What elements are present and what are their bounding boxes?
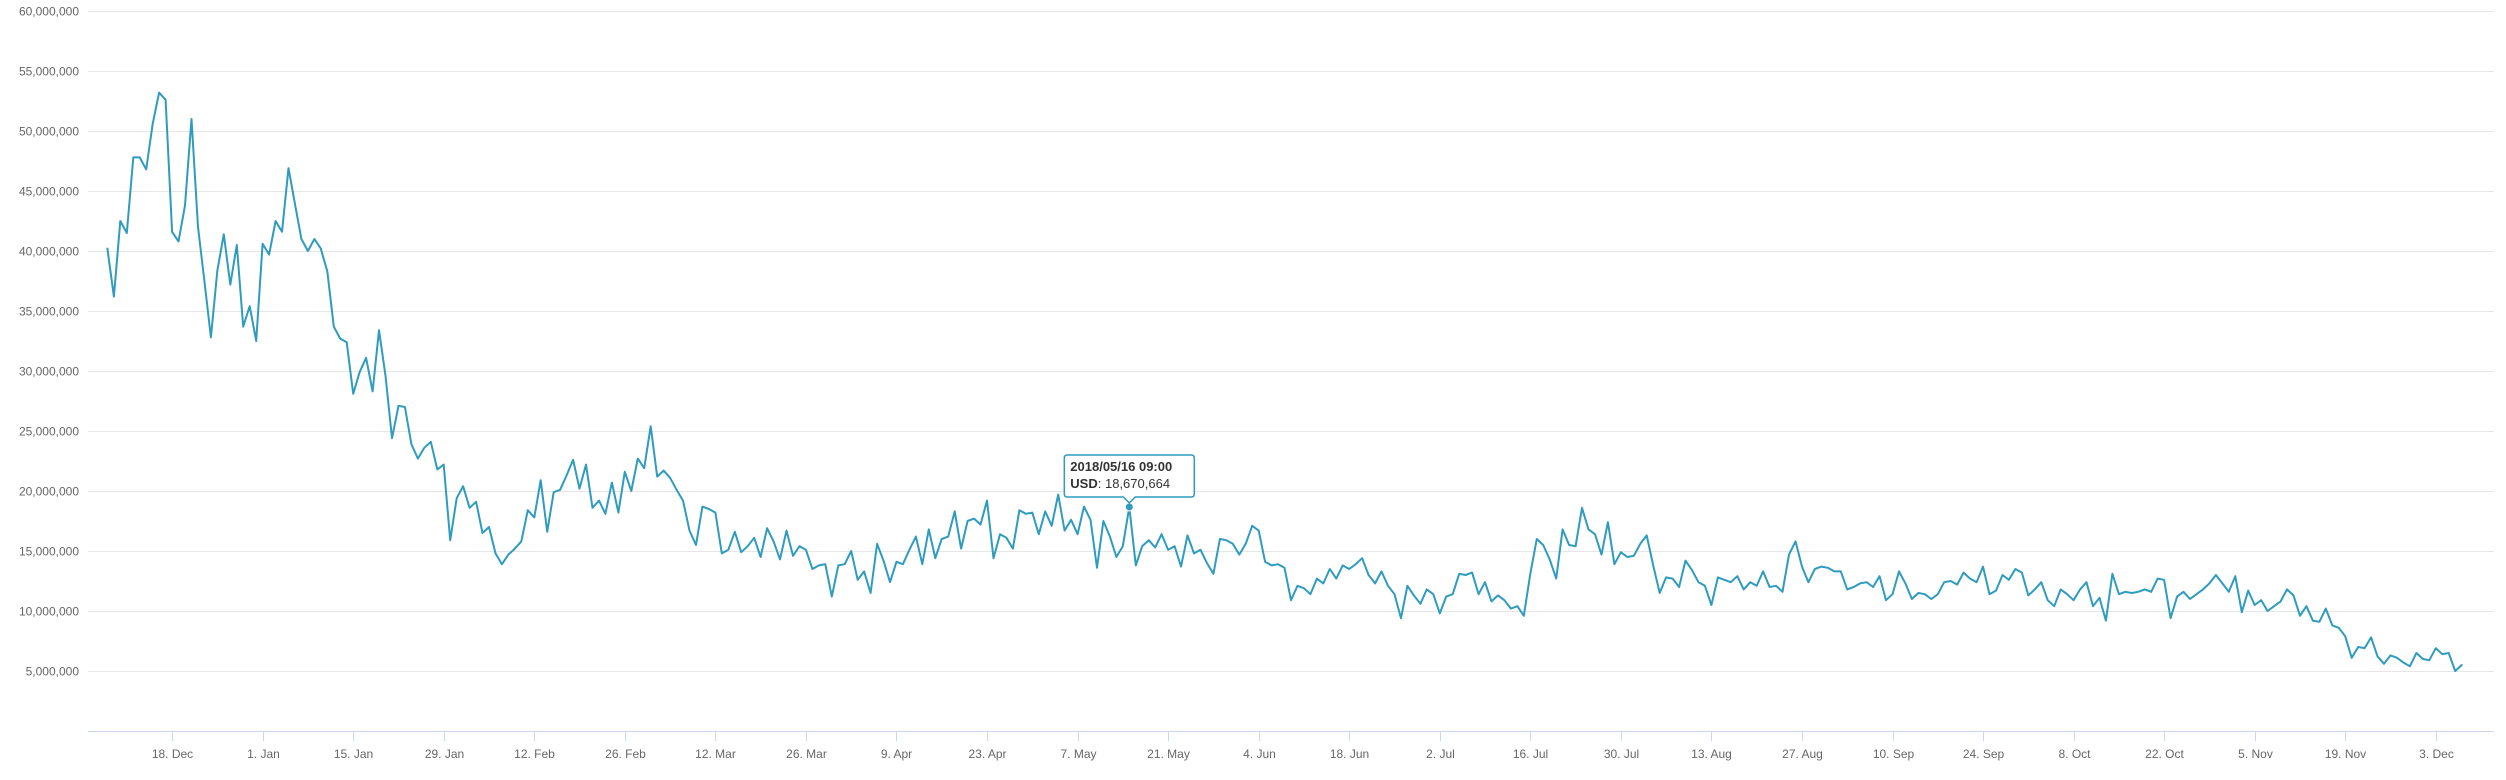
x-tick-label: 24. Sep — [1963, 747, 2005, 761]
x-tick-label: 8. Oct — [2058, 747, 2091, 761]
y-axis-labels: 5,000,000 10,000,000 15,000,000 20,000,000 2… — [19, 5, 79, 679]
y-tick-label: 10,000,000 — [19, 605, 79, 619]
y-tick-label: 5,000,000 — [26, 665, 80, 679]
gridlines — [88, 11, 2494, 672]
y-tick-label: 30,000,000 — [19, 365, 79, 379]
x-tick-label: 23. Apr — [968, 747, 1006, 761]
x-tick-label: 29. Jan — [425, 747, 464, 761]
x-tick-label: 10. Sep — [1873, 747, 1915, 761]
y-tick-label: 55,000,000 — [19, 65, 79, 79]
x-tick-label: 7. May — [1060, 747, 1096, 761]
tooltip-box — [1063, 454, 1196, 505]
x-axis-labels: 18. Dec 1. Jan 15. Jan 29. Jan 12. Feb 26. Fe… — [152, 747, 2454, 761]
x-tick-label: 30. Jul — [1604, 747, 1639, 761]
y-tick-label: 60,000,000 — [19, 5, 79, 19]
y-tick-label: 40,000,000 — [19, 245, 79, 259]
tooltip-value: 18,670,664 — [1105, 476, 1170, 491]
x-tick-label: 12. Mar — [695, 747, 736, 761]
x-tick-label: 26. Feb — [605, 747, 646, 761]
x-tick-label: 9. Apr — [881, 747, 912, 761]
tooltip-value-line: USD: 18,670,664 — [1070, 476, 1170, 491]
x-tick-label: 27. Aug — [1782, 747, 1823, 761]
x-tick-label: 19. Nov — [2325, 747, 2366, 761]
y-tick-label: 50,000,000 — [19, 125, 79, 139]
y-tick-label: 35,000,000 — [19, 305, 79, 319]
tooltip-series-label: USD — [1070, 476, 1097, 491]
x-tick-label: 18. Dec — [152, 747, 193, 761]
x-tick-label: 5. Nov — [2238, 747, 2273, 761]
x-tick-label: 26. Mar — [786, 747, 827, 761]
x-tick-label: 22. Oct — [2145, 747, 2184, 761]
y-tick-label: 25,000,000 — [19, 425, 79, 439]
x-tick-label: 13. Aug — [1691, 747, 1732, 761]
x-tick-label: 15. Jan — [334, 747, 373, 761]
y-tick-label: 15,000,000 — [19, 545, 79, 559]
tooltip-colon: : — [1098, 476, 1105, 491]
x-tick-label: 12. Feb — [514, 747, 555, 761]
y-tick-label: 20,000,000 — [19, 485, 79, 499]
x-tick-label: 1. Jan — [247, 747, 280, 761]
y-tick-label: 45,000,000 — [19, 185, 79, 199]
x-tick-label: 21. May — [1147, 747, 1190, 761]
x-axis-ticks — [172, 731, 2437, 741]
x-tick-label: 16. Jul — [1513, 747, 1548, 761]
x-tick-label: 18. Jun — [1330, 747, 1369, 761]
x-tick-label: 4. Jun — [1243, 747, 1276, 761]
tooltip: 2018/05/16 09:00 USD: 18,670,664 — [1063, 454, 1196, 505]
x-tick-label: 2. Jul — [1426, 747, 1455, 761]
series-line-usd[interactable] — [106, 91, 2463, 672]
hover-marker — [1124, 502, 1134, 512]
tooltip-date: 2018/05/16 09:00 — [1070, 459, 1172, 474]
x-tick-label: 3. Dec — [2419, 747, 2454, 761]
